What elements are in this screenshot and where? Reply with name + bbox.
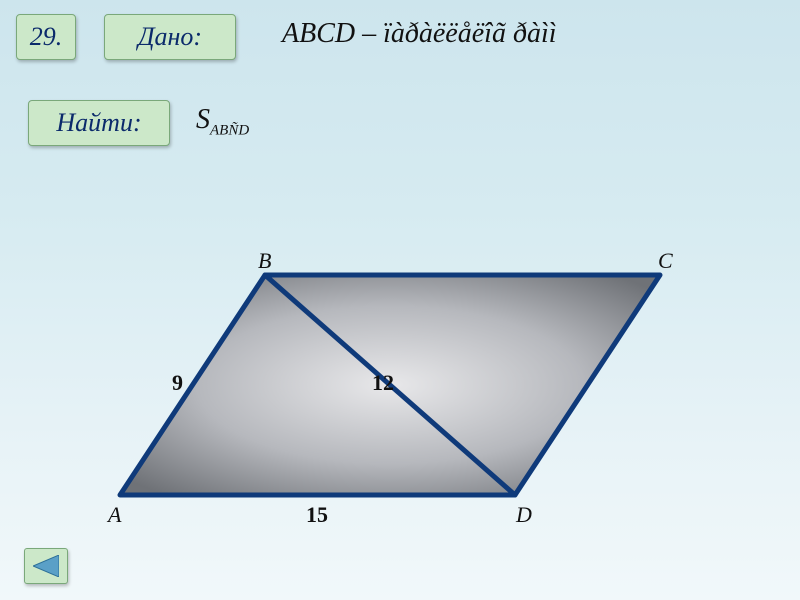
- problem-number-badge: 29.: [16, 14, 76, 60]
- vertex-c-label: С: [658, 248, 673, 274]
- back-button[interactable]: [24, 548, 68, 584]
- vertex-a-label: А: [108, 502, 121, 528]
- side-ab-length: 9: [172, 370, 183, 396]
- side-ad-length: 15: [306, 502, 328, 528]
- given-statement: ABCD – ïàðàëëåëîã ðàìì: [282, 18, 557, 50]
- formula-symbol: S: [196, 104, 210, 135]
- geometry-figure: А В С D 9 12 15: [60, 220, 720, 540]
- back-arrow-icon: [33, 555, 59, 577]
- find-formula: SABÑD: [196, 104, 249, 140]
- find-badge: Найти:: [28, 100, 170, 146]
- formula-subscript: ABÑD: [210, 123, 249, 139]
- vertex-b-label: В: [258, 248, 271, 274]
- diagonal-bd-length: 12: [372, 370, 394, 396]
- vertex-d-label: D: [516, 502, 532, 528]
- given-badge: Дано:: [104, 14, 236, 60]
